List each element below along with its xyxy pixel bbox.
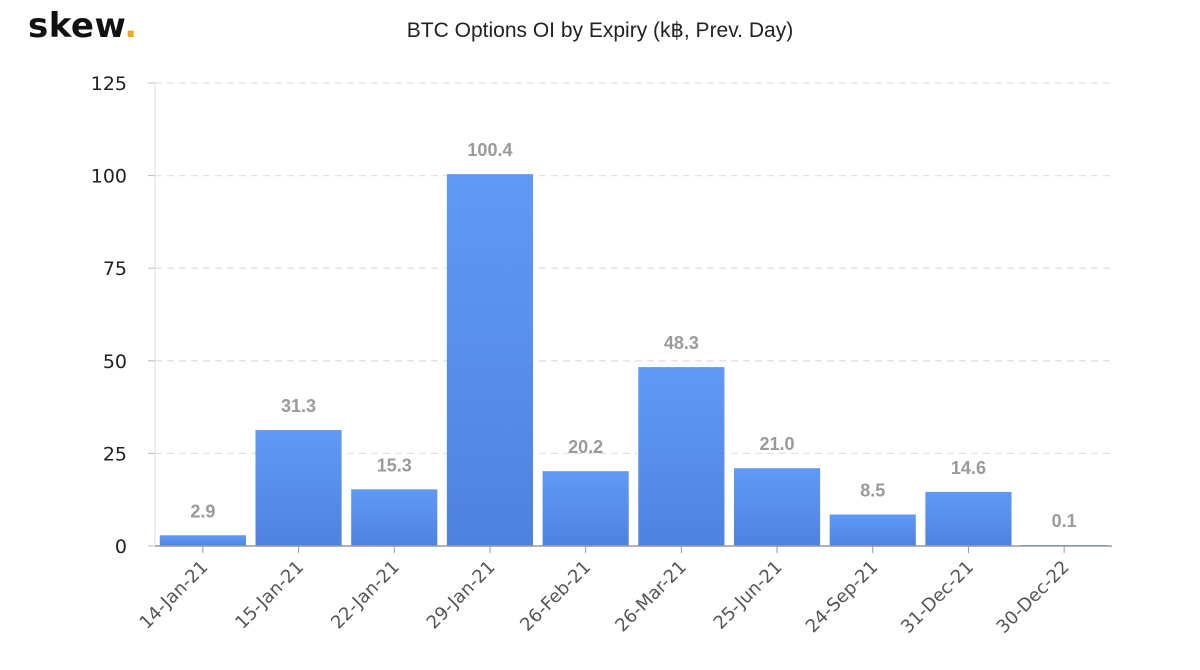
x-tick-label: 29-Jan-21 — [423, 557, 500, 634]
x-tick-label: 15-Jan-21 — [231, 557, 308, 634]
logo-text: skew — [28, 6, 125, 46]
bar-24-Sep-21 — [829, 514, 916, 546]
bar-15-Jan-21 — [255, 430, 342, 546]
data-label: 15.3 — [377, 455, 412, 475]
data-label: 21.0 — [760, 434, 795, 454]
x-tick-label: 31-Dec-21 — [897, 557, 978, 638]
chart-title: BTC Options OI by Expiry (k฿, Prev. Day) — [406, 19, 794, 42]
logo-dot: . — [124, 6, 138, 46]
data-label: 14.6 — [951, 458, 986, 478]
bars — [159, 174, 1108, 546]
y-tick-label: 125 — [91, 73, 127, 95]
data-label: 8.5 — [860, 481, 885, 501]
x-tick-label: 25-Jun-21 — [710, 557, 787, 634]
x-axis-ticks: 14-Jan-21 15-Jan-21 22-Jan-21 29-Jan-21 26-F… — [136, 546, 1074, 638]
data-label: 2.9 — [190, 501, 215, 521]
y-tick-label: 75 — [103, 258, 127, 280]
y-tick-label: 50 — [103, 351, 127, 373]
x-tick-label: 14-Jan-21 — [136, 557, 213, 634]
x-tick-label: 24-Sep-21 — [802, 557, 882, 637]
skew-logo: skew. — [28, 6, 138, 46]
bar-29-Jan-21 — [446, 174, 534, 546]
y-tick-label: 25 — [103, 443, 127, 465]
bar-25-Jun-21 — [733, 468, 821, 546]
data-label: 31.3 — [281, 396, 316, 416]
y-axis-ticks: 0 25 50 75 100 125 — [91, 73, 155, 558]
bar-14-Jan-21 — [159, 535, 246, 546]
data-label: 0.1 — [1052, 511, 1077, 531]
data-label: 100.4 — [467, 140, 512, 160]
data-label: 20.2 — [568, 437, 603, 457]
bar-26-Feb-21 — [542, 471, 629, 546]
data-labels: 2.9 31.3 15.3 100.4 20.2 48.3 21.0 8.5 14.6 0.1 — [190, 140, 1076, 531]
data-label: 48.3 — [664, 333, 699, 353]
x-tick-label: 22-Jan-21 — [327, 557, 404, 634]
x-tick-label: 26-Mar-21 — [611, 557, 691, 637]
bar-22-Jan-21 — [351, 489, 438, 546]
x-tick-label: 26-Feb-21 — [516, 557, 595, 636]
bar-26-Mar-21 — [638, 367, 725, 546]
x-tick-label: 30-Dec-22 — [993, 557, 1074, 638]
y-tick-label: 100 — [91, 166, 127, 188]
bar-31-Dec-21 — [925, 491, 1012, 546]
y-tick-label: 0 — [115, 536, 127, 558]
